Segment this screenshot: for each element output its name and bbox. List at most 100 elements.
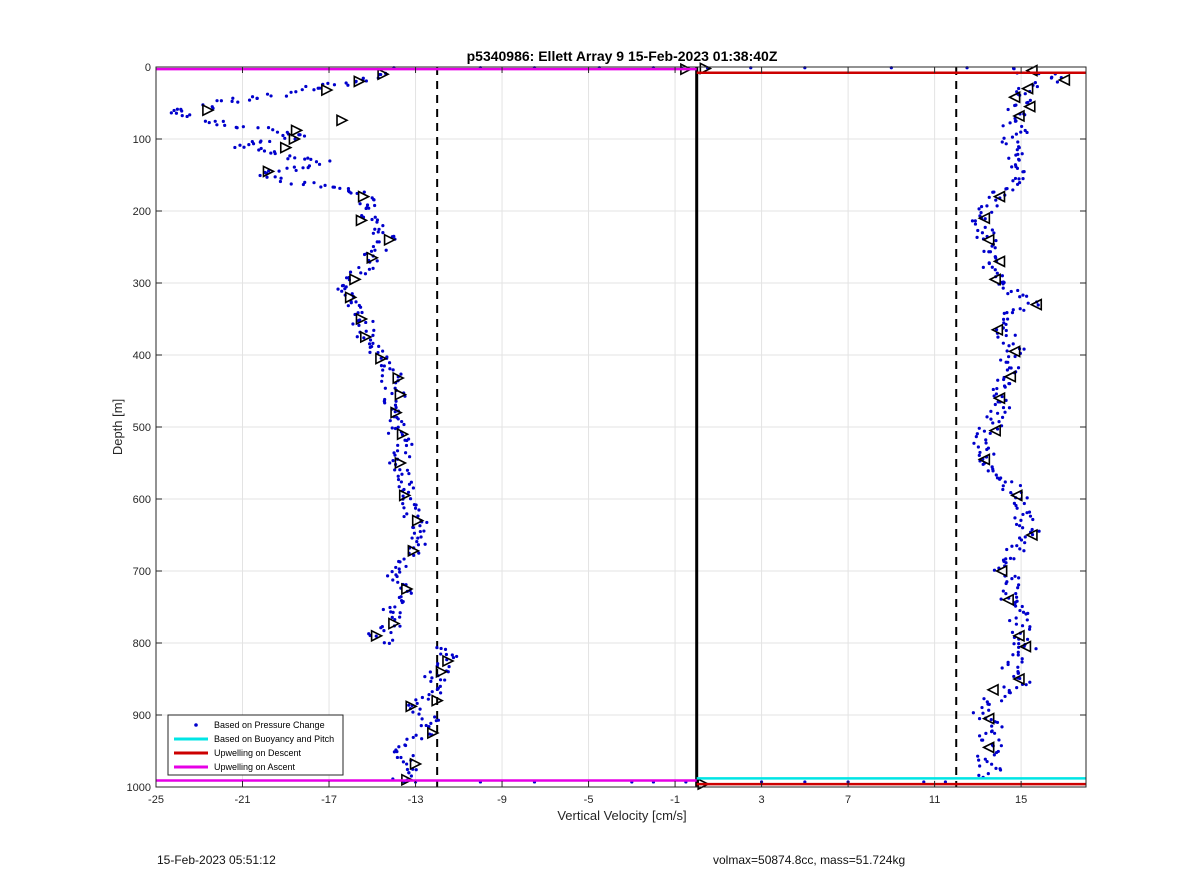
pressure-velocity-point: [1010, 135, 1015, 139]
buoyancy-pitch-marker: [981, 712, 995, 725]
pressure-velocity-point: [1021, 526, 1025, 530]
pressure-velocity-point: [991, 469, 995, 473]
pressure-velocity-point: [364, 320, 368, 325]
pressure-velocity-point: [398, 611, 402, 615]
pressure-velocity-point: [1031, 517, 1035, 522]
pressure-velocity-point: [976, 445, 980, 449]
pressure-velocity-point: [1012, 557, 1016, 561]
pressure-velocity-point: [1014, 522, 1019, 527]
pressure-velocity-point: [1037, 529, 1041, 533]
pressure-velocity-point: [294, 168, 298, 173]
pressure-velocity-point: [405, 512, 409, 516]
pressure-velocity-point: [1010, 577, 1014, 581]
pressure-velocity-point: [238, 143, 242, 147]
pressure-velocity-point: [977, 426, 981, 430]
buoyancy-pitch-marker: [1018, 640, 1032, 653]
pressure-velocity-point: [970, 219, 975, 223]
pressure-velocity-point: [1014, 119, 1018, 123]
y-axis-label: Depth [m]: [110, 399, 125, 455]
pressure-velocity-point: [371, 333, 375, 337]
pressure-velocity-point: [1002, 377, 1006, 382]
pressure-velocity-point: [992, 231, 996, 235]
pressure-velocity-point: [1021, 177, 1025, 181]
pressure-velocity-point: [424, 723, 428, 728]
pressure-velocity-point: [1015, 544, 1019, 548]
pressure-velocity-point: [994, 198, 998, 202]
pressure-velocity-point: [312, 181, 316, 185]
pressure-velocity-point: [371, 231, 375, 235]
pressure-velocity-point: [375, 240, 379, 244]
pressure-velocity-point: [269, 94, 273, 98]
pressure-velocity-point: [396, 425, 400, 429]
buoyancy-pitch-marker: [1010, 489, 1023, 502]
buoyancy-pitch-marker: [407, 544, 421, 558]
pressure-velocity-point: [1009, 289, 1013, 294]
pressure-velocity-point: [1005, 311, 1009, 315]
pressure-velocity-point: [993, 255, 997, 259]
pressure-velocity-point: [450, 653, 454, 657]
pressure-velocity-point: [1011, 342, 1015, 346]
pressure-velocity-point: [998, 477, 1002, 481]
pressure-velocity-point: [373, 248, 377, 252]
buoyancy-pitch-marker: [988, 424, 1001, 437]
pressure-velocity-point: [436, 718, 441, 722]
pressure-velocity-point: [265, 175, 269, 179]
pressure-velocity-point: [1007, 690, 1011, 695]
pressure-velocity-point: [981, 738, 985, 742]
buoyancy-pitch-marker: [1012, 629, 1025, 643]
pressure-velocity-point: [207, 120, 211, 125]
pressure-velocity-point: [1016, 671, 1020, 675]
buoyancy-pitch-marker: [377, 67, 390, 81]
chart-title: p5340986: Ellett Array 9 15-Feb-2023 01:…: [467, 48, 778, 64]
pressure-velocity-point: [1022, 501, 1026, 506]
pressure-velocity-point: [420, 737, 424, 741]
pressure-velocity-point: [255, 96, 259, 100]
pressure-velocity-point: [258, 140, 262, 144]
pressure-velocity-point: [1008, 556, 1013, 560]
pressure-velocity-point: [1010, 544, 1014, 548]
pressure-velocity-point: [355, 335, 359, 339]
pressure-velocity-point: [414, 733, 418, 737]
pressure-velocity-point: [975, 432, 979, 436]
pressure-velocity-point: [1025, 511, 1029, 515]
pressure-velocity-point: [318, 86, 322, 90]
pressure-velocity-point: [364, 79, 368, 83]
pressure-velocity-point: [362, 190, 366, 194]
pressure-velocity-point: [397, 485, 401, 489]
pressure-velocity-point: [1010, 480, 1014, 484]
pressure-velocity-point: [392, 234, 396, 239]
pressure-velocity-point: [993, 246, 997, 250]
pressure-velocity-point: [1015, 506, 1019, 510]
pressure-velocity-point: [403, 438, 407, 442]
pressure-velocity-point: [401, 502, 405, 506]
footer-volmax-mass: volmax=50874.8cc, mass=51.724kg: [713, 853, 906, 867]
pressure-velocity-point: [1021, 170, 1025, 174]
pressure-velocity-point: [943, 780, 948, 784]
pressure-velocity-point: [1015, 685, 1019, 690]
pressure-velocity-point: [406, 490, 411, 494]
pressure-velocity-point: [1008, 121, 1012, 125]
pressure-velocity-point: [1012, 67, 1016, 71]
pressure-velocity-point: [995, 720, 1000, 725]
pressure-velocity-point: [404, 443, 409, 448]
pressure-velocity-point: [430, 676, 434, 680]
pressure-velocity-point: [1028, 98, 1032, 102]
pressure-velocity-point: [382, 399, 386, 403]
buoyancy-pitch-marker: [992, 190, 1006, 203]
pressure-velocity-point: [1020, 124, 1024, 129]
pressure-velocity-point: [405, 468, 410, 472]
pressure-velocity-point: [990, 210, 994, 214]
pressure-velocity-point: [1011, 188, 1015, 192]
pressure-velocity-point: [395, 449, 400, 453]
buoyancy-pitch-marker: [1007, 345, 1021, 358]
pressure-velocity-point: [387, 641, 391, 645]
pressure-velocity-point: [309, 157, 313, 161]
pressure-velocity-point: [411, 710, 415, 714]
pressure-velocity-point: [293, 156, 297, 160]
pressure-velocity-point: [258, 173, 262, 178]
pressure-velocity-point: [973, 222, 978, 226]
pressure-velocity-point: [346, 186, 351, 191]
pressure-velocity-point: [336, 287, 340, 291]
pressure-velocity-point: [986, 702, 990, 706]
pressure-velocity-point: [1001, 405, 1006, 410]
